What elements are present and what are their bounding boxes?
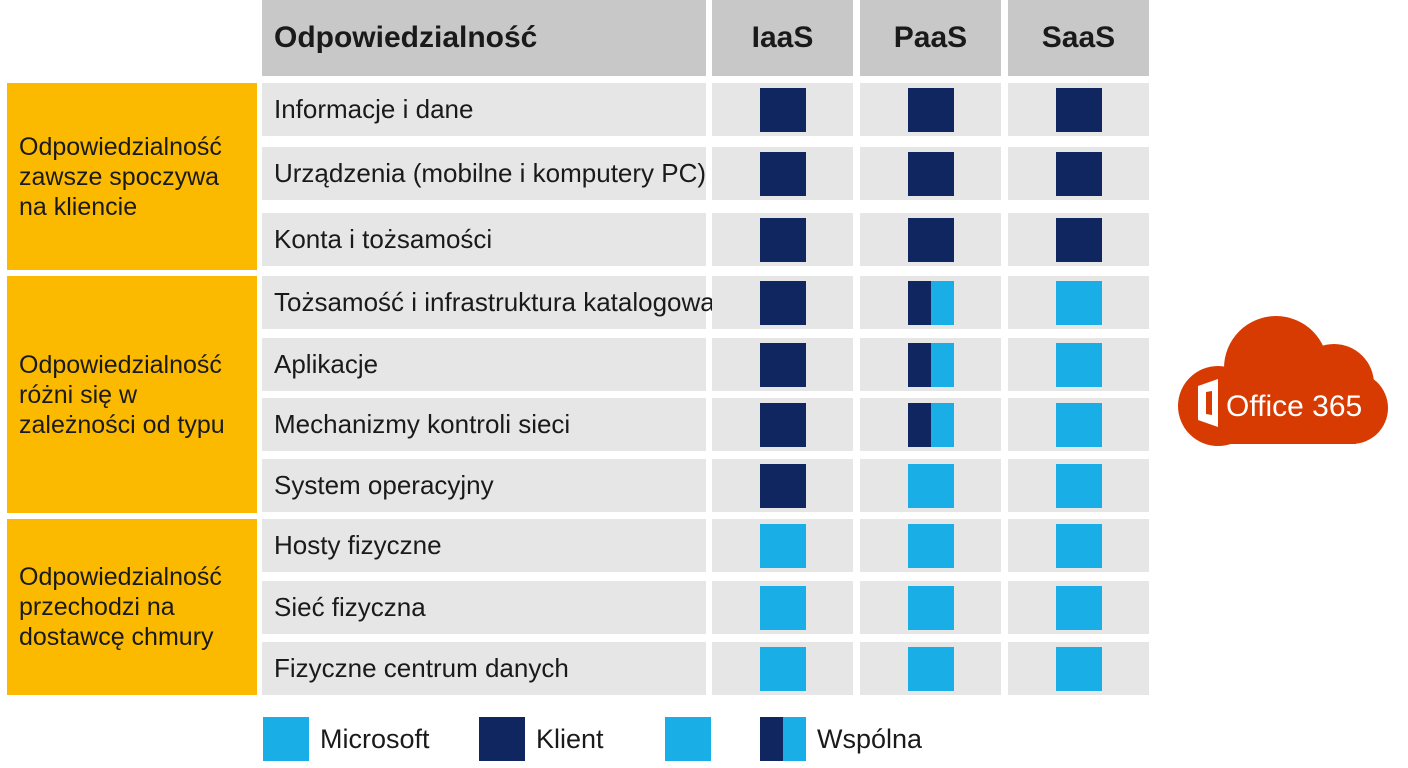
matrix-cell — [860, 398, 1001, 451]
row-label: Tożsamość i infrastruktura katalogowa — [262, 276, 715, 329]
row-label: Mechanizmy kontroli sieci — [262, 398, 706, 451]
shared-marker — [907, 402, 954, 447]
row-label: System operacyjny — [262, 459, 706, 512]
shared-marker — [907, 280, 954, 325]
office-icon — [1198, 379, 1218, 427]
cloud-shape — [1178, 316, 1388, 446]
microsoft-marker — [907, 523, 954, 568]
microsoft-marker — [907, 646, 954, 691]
header-col-iaas: IaaS — [712, 0, 853, 76]
matrix-cell — [1008, 213, 1149, 266]
client-marker — [759, 151, 806, 196]
row-label: Urządzenia (mobilne i komputery PC) — [262, 147, 706, 200]
matrix-cell — [1008, 398, 1149, 451]
client-marker — [759, 342, 806, 387]
row-label: Sieć fizyczna — [262, 581, 706, 634]
header-col-saas: SaaS — [1008, 0, 1149, 76]
legend-microsoft-label: Microsoft — [320, 723, 430, 754]
header-col-paas: PaaS — [860, 0, 1001, 76]
matrix-cell — [860, 83, 1001, 136]
row-label: Hosty fizyczne — [262, 519, 706, 572]
matrix-cell — [860, 147, 1001, 200]
matrix-cell — [1008, 459, 1149, 512]
client-marker — [759, 217, 806, 262]
matrix-cell — [1008, 642, 1149, 695]
legend-shared-swatch-split — [760, 717, 806, 761]
microsoft-marker — [759, 523, 806, 568]
client-marker — [1055, 151, 1102, 196]
matrix-cell — [1008, 276, 1149, 329]
client-marker — [759, 402, 806, 447]
matrix-cell — [712, 642, 853, 695]
microsoft-marker — [1055, 585, 1102, 630]
matrix-cell — [860, 338, 1001, 391]
legend-client-label: Klient — [536, 723, 604, 754]
microsoft-marker — [759, 646, 806, 691]
client-marker — [759, 87, 806, 132]
matrix-cell — [712, 398, 853, 451]
matrix-cell — [1008, 519, 1149, 572]
client-marker — [759, 463, 806, 508]
matrix-cell — [712, 213, 853, 266]
client-marker — [907, 87, 954, 132]
matrix-cell — [712, 459, 853, 512]
client-marker — [907, 151, 954, 196]
client-marker — [1055, 217, 1102, 262]
microsoft-marker — [1055, 463, 1102, 508]
client-marker — [759, 280, 806, 325]
legend-shared-swatch-microsoft — [665, 717, 711, 761]
microsoft-marker — [1055, 402, 1102, 447]
matrix-cell — [860, 519, 1001, 572]
matrix-cell — [712, 83, 853, 136]
client-marker — [1055, 87, 1102, 132]
row-label: Konta i tożsamości — [262, 213, 706, 266]
matrix-cell — [1008, 83, 1149, 136]
row-label: Informacje i dane — [262, 83, 706, 136]
legend-client-swatch — [479, 717, 525, 761]
office365-text: Office 365 — [1226, 390, 1362, 423]
office365-logo: Office 365 — [1178, 316, 1388, 446]
group-provider: Odpowiedzialność przechodzi na dostawcę … — [7, 519, 257, 695]
row-label: Aplikacje — [262, 338, 706, 391]
header-title: Odpowiedzialność — [274, 21, 538, 54]
matrix-cell — [712, 276, 853, 329]
matrix-cell — [712, 581, 853, 634]
matrix-cell — [712, 519, 853, 572]
legend-microsoft-swatch — [263, 717, 309, 761]
matrix-cell — [712, 147, 853, 200]
row-label: Fizyczne centrum danych — [262, 642, 706, 695]
group-varies: Odpowiedzialność różni się w zależności … — [7, 276, 257, 513]
matrix-cell — [860, 581, 1001, 634]
group-customer: Odpowiedzialność zawsze spoczywa na klie… — [7, 83, 257, 270]
matrix-cell — [860, 213, 1001, 266]
matrix-cell — [860, 276, 1001, 329]
microsoft-marker — [1055, 342, 1102, 387]
header-row: Odpowiedzialność — [262, 0, 706, 76]
matrix-cell — [712, 338, 853, 391]
microsoft-marker — [1055, 280, 1102, 325]
shared-marker — [907, 342, 954, 387]
microsoft-marker — [907, 463, 954, 508]
matrix-cell — [1008, 338, 1149, 391]
microsoft-marker — [1055, 523, 1102, 568]
microsoft-marker — [759, 585, 806, 630]
matrix-cell — [1008, 147, 1149, 200]
matrix-cell — [860, 642, 1001, 695]
matrix-cell — [1008, 581, 1149, 634]
microsoft-marker — [1055, 646, 1102, 691]
client-marker — [907, 217, 954, 262]
legend-shared-label: Wspólna — [817, 723, 923, 754]
microsoft-marker — [907, 585, 954, 630]
matrix-cell — [860, 459, 1001, 512]
